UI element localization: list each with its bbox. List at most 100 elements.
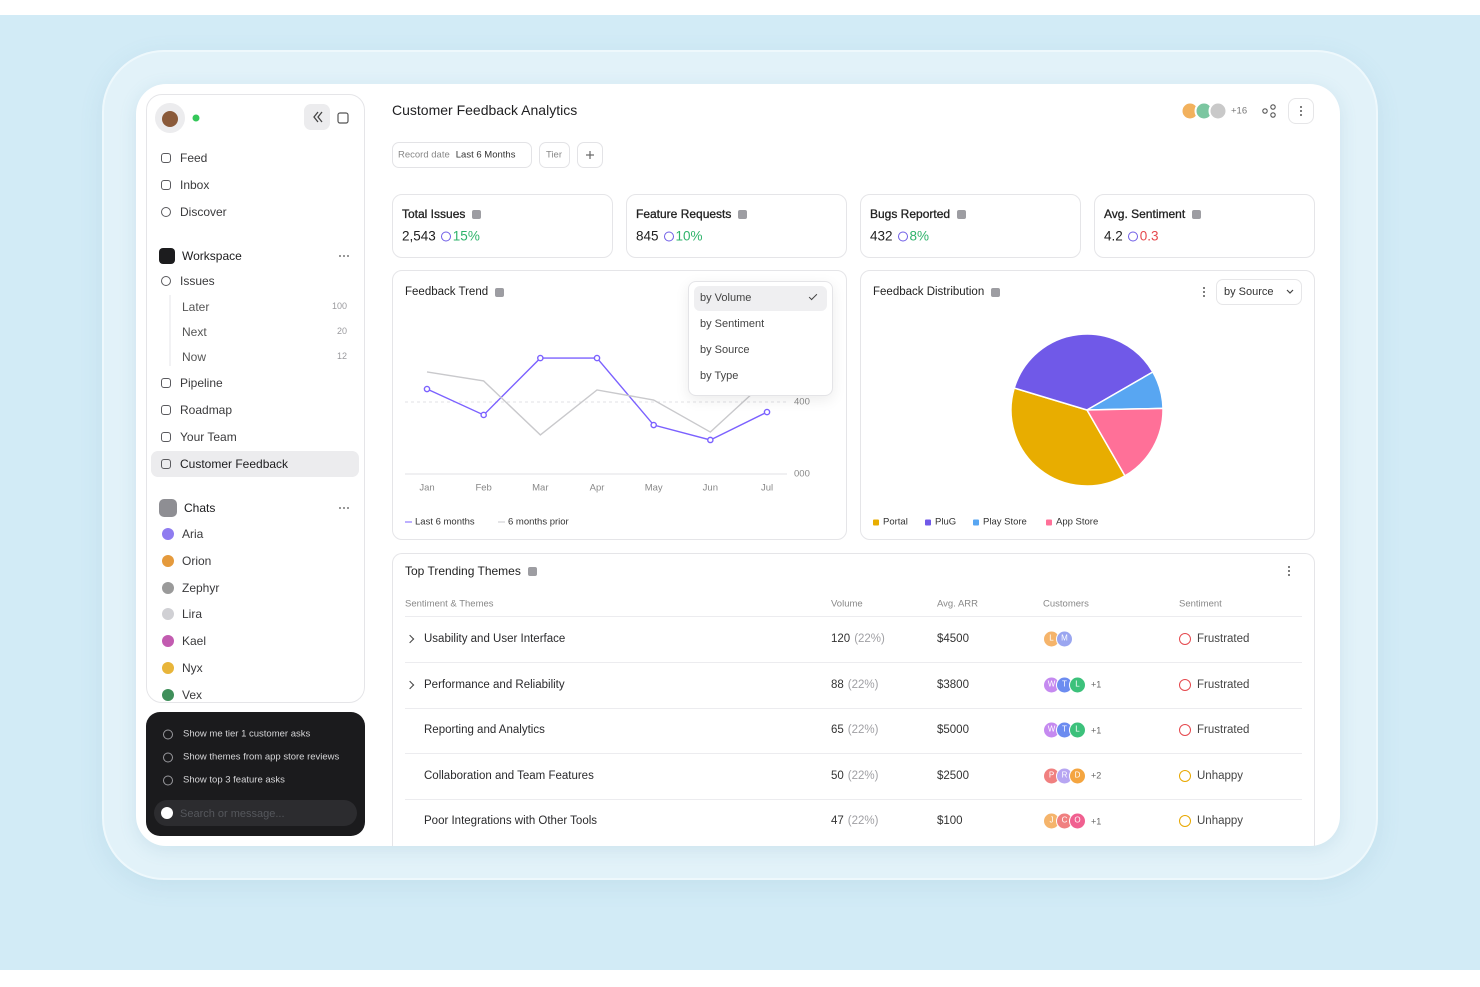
nav-item[interactable]: Discover — [161, 205, 227, 219]
issue-group[interactable]: Later — [182, 300, 210, 314]
workspace-header[interactable]: Workspace — [159, 248, 242, 264]
suggestion[interactable]: Show top 3 feature asks — [163, 775, 285, 786]
theme-name[interactable]: Performance and Reliability — [424, 678, 565, 691]
chat-item[interactable]: Orion — [162, 554, 211, 568]
issue-count: 100 — [331, 301, 347, 311]
chat-name[interactable]: Vex — [182, 687, 203, 702]
nav-item[interactable]: Feed — [161, 151, 207, 165]
nav-label[interactable]: Roadmap — [180, 403, 233, 417]
nav-label[interactable]: Issues — [180, 274, 215, 288]
theme-name[interactable]: Reporting and Analytics — [424, 724, 545, 736]
customers-cell[interactable]: J C O +1 — [1043, 812, 1101, 830]
kpi-label: Avg. Sentiment — [1104, 207, 1186, 221]
chats-title[interactable]: Chats — [184, 501, 216, 515]
chat-avatar — [162, 635, 174, 648]
customers-cell[interactable]: W T L +1 — [1043, 721, 1101, 739]
customers-cell[interactable]: W T L +1 — [1043, 676, 1101, 693]
nav-label[interactable]: Feed — [180, 151, 208, 165]
customer-avatar: M — [1056, 630, 1073, 648]
chat-item[interactable]: Nyx — [162, 661, 203, 675]
suggestion[interactable]: Show me tier 1 customer asks — [163, 729, 310, 740]
nav-label[interactable]: Discover — [180, 205, 227, 219]
pie-selector-label[interactable]: by Source — [1224, 286, 1274, 298]
chat-item[interactable]: Vex — [162, 688, 202, 702]
filter-value[interactable]: Last 6 Months — [455, 149, 516, 161]
trend-card — [392, 270, 847, 540]
customer-avatar: J — [1043, 812, 1060, 830]
add-filter-button[interactable] — [577, 142, 603, 168]
nav-label[interactable]: Your Team — [180, 430, 237, 444]
collapse-icon — [317, 111, 323, 123]
menu-item[interactable]: by Type — [700, 370, 739, 382]
chat-name[interactable]: Orion — [182, 553, 212, 568]
filter-chip[interactable] — [539, 142, 570, 168]
kpi-title: Avg. Sentiment — [1104, 207, 1202, 221]
nav-item[interactable]: Inbox — [161, 178, 209, 192]
message-placeholder[interactable]: Search or message... — [180, 808, 285, 820]
workspace-menu[interactable] — [343, 255, 345, 257]
chat-item[interactable]: Kael — [162, 634, 206, 648]
menu-item[interactable]: by Source — [700, 344, 750, 356]
suggestion-text[interactable]: Show themes from app store reviews — [183, 751, 340, 763]
chats-menu[interactable] — [343, 507, 345, 509]
chat-name[interactable]: Kael — [182, 634, 207, 649]
theme-name[interactable]: Collaboration and Team Features — [424, 769, 594, 782]
kpi-label: Feature Requests — [636, 207, 732, 221]
chat-name[interactable]: Zephyr — [182, 580, 220, 595]
suggestion-text[interactable]: Show top 3 feature asks — [183, 774, 285, 786]
sentiment-cell: Frustrated — [1179, 724, 1249, 736]
nav-item[interactable]: Customer Feedback — [161, 457, 288, 471]
legend-item[interactable]: App Store — [1046, 517, 1098, 528]
collaborators-more[interactable]: +16 — [1231, 105, 1248, 117]
nav-label[interactable]: Pipeline — [180, 376, 223, 390]
chat-avatar — [162, 662, 174, 674]
issue-group[interactable]: Now — [182, 350, 207, 364]
filter-chip[interactable] — [392, 142, 532, 168]
more-button[interactable] — [1288, 98, 1314, 124]
record-date-filter[interactable]: Record date Last 6 Months — [398, 150, 515, 161]
nav-label[interactable]: Inbox — [180, 178, 210, 192]
collapse-button[interactable] — [304, 104, 330, 130]
assistant-input[interactable] — [154, 800, 357, 826]
chat-item[interactable]: Zephyr — [162, 581, 219, 595]
chat-item[interactable]: Aria — [162, 527, 203, 541]
nav-item[interactable]: Your Team — [161, 430, 237, 444]
tier-filter[interactable]: Tier — [546, 149, 563, 161]
sentiment-icon — [1179, 724, 1191, 736]
theme-name[interactable]: Poor Integrations with Other Tools — [424, 815, 598, 827]
info-icon — [495, 287, 505, 297]
chat-name[interactable]: Lira — [182, 607, 203, 622]
issue-group[interactable]: Next — [182, 325, 207, 339]
legend-item[interactable]: Play Store — [973, 517, 1027, 528]
chat-name[interactable]: Aria — [182, 527, 204, 541]
nav-item[interactable]: Roadmap — [161, 403, 232, 417]
pie-selector[interactable] — [1216, 279, 1302, 305]
chats-header[interactable]: Chats — [159, 499, 215, 517]
theme-name[interactable]: Usability and User Interface — [424, 633, 566, 645]
customers-cell[interactable]: P R D +2 — [1043, 767, 1101, 784]
chat-item[interactable]: Lira — [162, 607, 202, 621]
nav-label[interactable]: Customer Feedback — [180, 457, 289, 471]
nav-item[interactable]: Issues — [161, 274, 215, 288]
legend-item[interactable]: PluG — [925, 517, 956, 528]
trend-point — [423, 385, 431, 393]
workspace-title[interactable]: Workspace — [182, 249, 242, 263]
table-menu[interactable] — [1288, 570, 1290, 572]
legend-label: PluG — [935, 516, 957, 528]
suggestion-text[interactable]: Show me tier 1 customer asks — [183, 728, 311, 740]
chart-menu[interactable] — [1203, 291, 1205, 293]
kpi-card — [626, 194, 847, 258]
legend-item[interactable]: 6 months prior — [498, 517, 569, 528]
menu-item[interactable]: by Sentiment — [700, 318, 765, 330]
chat-name[interactable]: Nyx — [182, 661, 203, 675]
menu-item[interactable]: by Volume — [700, 292, 752, 304]
legend-item[interactable]: Portal — [873, 517, 908, 528]
legend-item[interactable]: Last 6 months — [405, 517, 475, 528]
more-icon — [1288, 570, 1290, 572]
chat-avatar — [162, 554, 174, 567]
column-header: Customers — [1043, 598, 1089, 610]
suggestion-icon — [163, 775, 173, 785]
nav-item[interactable]: Pipeline — [161, 376, 223, 390]
suggestion[interactable]: Show themes from app store reviews — [163, 752, 339, 763]
